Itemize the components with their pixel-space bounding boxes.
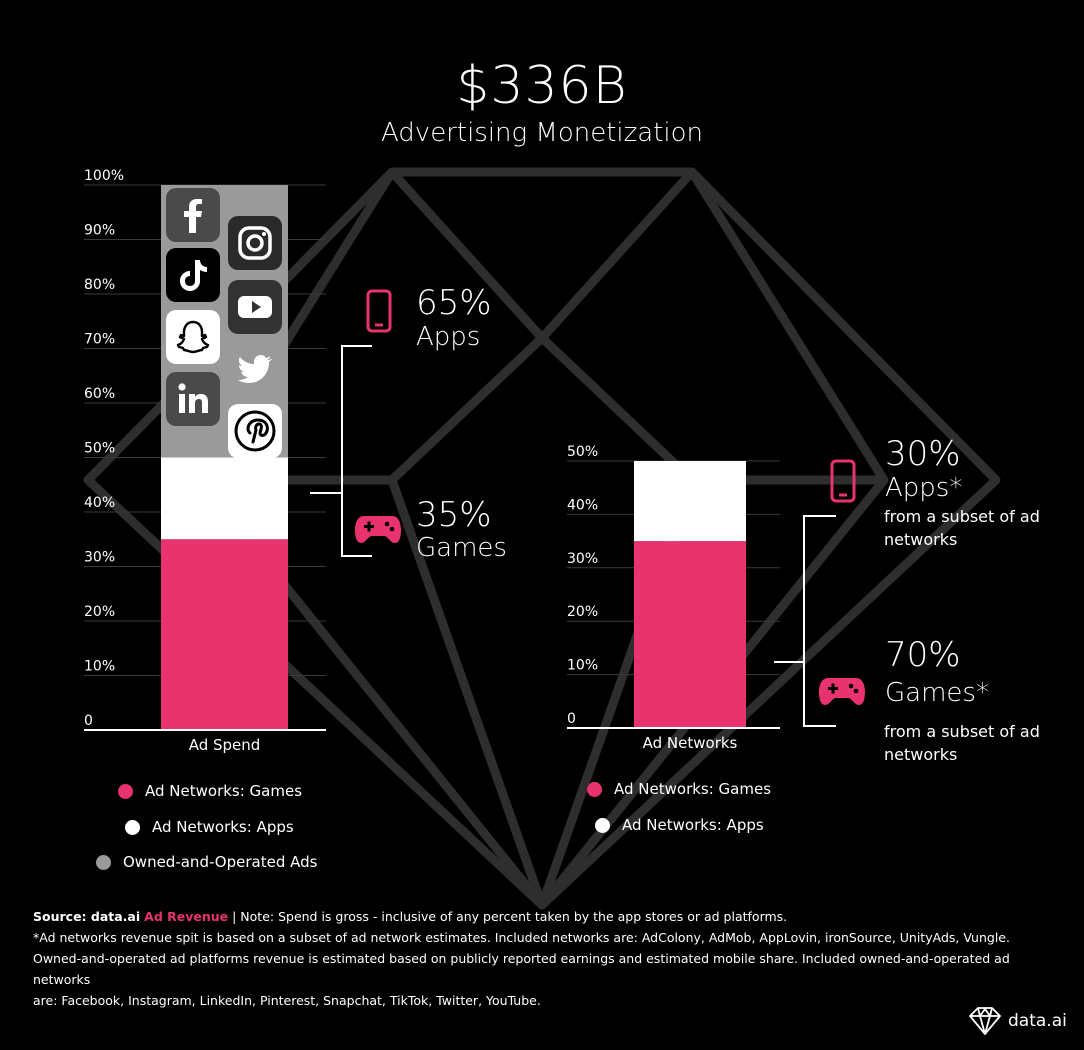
legend-label: Ad Networks: Apps [152,818,294,836]
footer-note: | Note: Spend is gross - inclusive of an… [232,909,788,924]
facebook-icon [166,188,220,242]
y-tick-label: 0 [84,713,93,729]
right-games-label: Games* [885,678,989,708]
legend-item-owned: Owned-and-Operated Ads [96,853,317,871]
y-tick-label: 30% [567,551,598,567]
legend-swatch [118,783,133,799]
snapchat-icon [166,310,220,364]
left-games-label: Games [416,533,507,563]
y-tick-label: 50% [567,444,598,460]
y-tick-label: 40% [84,495,115,511]
y-tick-label: 20% [567,604,598,620]
linkedin-icon [166,372,220,426]
legend-swatch [96,854,111,870]
legend-item-apps: Ad Networks: Apps [125,818,294,836]
chart-title: $336B [456,56,628,116]
tiktok-icon [166,248,220,302]
phone-icon [366,289,392,333]
y-tick-label: 30% [84,550,115,566]
bar-segment-0 [634,541,746,728]
legend-label: Ad Networks: Games [145,782,303,800]
brand-logo: data.ai [968,1006,1067,1036]
bar-segment-1 [634,461,746,542]
source-label: Source: data.ai [33,909,141,924]
right-games-pct: 70% [885,635,961,675]
legend-label: Ad Networks: Apps [622,816,764,834]
left-games-pct: 35% [416,495,492,535]
chart-subtitle: Advertising Monetization [380,118,704,148]
y-tick-label: 100% [84,168,124,184]
pinterest-icon [228,404,282,458]
y-tick-label: 50% [84,441,115,457]
right-apps-pct: 30% [885,434,961,474]
legend-item-games: Ad Networks: Games [118,782,302,800]
y-tick-label: 40% [567,497,598,513]
legend-item-games: Ad Networks: Games [587,780,771,798]
y-tick-label: 80% [84,277,115,293]
legend-swatch [587,781,602,797]
twitter-icon [228,342,282,396]
y-tick-label: 90% [84,223,115,239]
footer-line-4: are: Facebook, Instagram, LinkedIn, Pint… [33,993,541,1008]
gamepad-icon [819,678,865,705]
footer-line-2: *Ad networks revenue spit is based on a … [33,930,1010,945]
x-category-label: Ad Spend [189,736,261,754]
right-games-sub: from a subset of ad networks [884,722,1040,764]
y-tick-label: 60% [84,386,115,402]
y-tick-label: 10% [567,658,598,674]
y-tick-label: 10% [84,659,115,675]
footer-line-3: Owned-and-operated ad platforms revenue … [33,951,1010,987]
left-apps-pct: 65% [416,283,492,323]
legend-swatch [595,817,610,833]
bar-segment-0 [161,539,288,730]
legend-label: Ad Networks: Games [614,780,772,798]
gamepad-icon [355,516,401,543]
legend-item-apps: Ad Networks: Apps [595,816,764,834]
youtube-icon [228,280,282,334]
y-tick-label: 70% [84,332,115,348]
instagram-icon [228,216,282,270]
phone-icon [830,459,856,503]
x-category-label: Ad Networks [643,734,738,752]
bar-segment-1 [161,457,288,540]
diamond-logo-icon [969,1007,1001,1035]
legend-swatch [125,819,140,835]
footer-line-1: Source: data.ai Ad Revenue | Note: Spend… [33,906,1063,927]
left-apps-label: Apps [416,322,481,352]
source-link[interactable]: Ad Revenue [144,909,229,924]
right-apps-sub: from a subset of ad networks [884,507,1040,549]
legend-label: Owned-and-Operated Ads [123,853,318,871]
footer-notes: Source: data.ai Ad Revenue | Note: Spend… [33,906,1063,1011]
bracket-lines [310,345,836,727]
y-tick-label: 0 [567,711,576,727]
right-apps-label: Apps* [885,473,963,503]
y-tick-label: 20% [84,604,115,620]
brand-name: data.ai [1008,1011,1067,1031]
